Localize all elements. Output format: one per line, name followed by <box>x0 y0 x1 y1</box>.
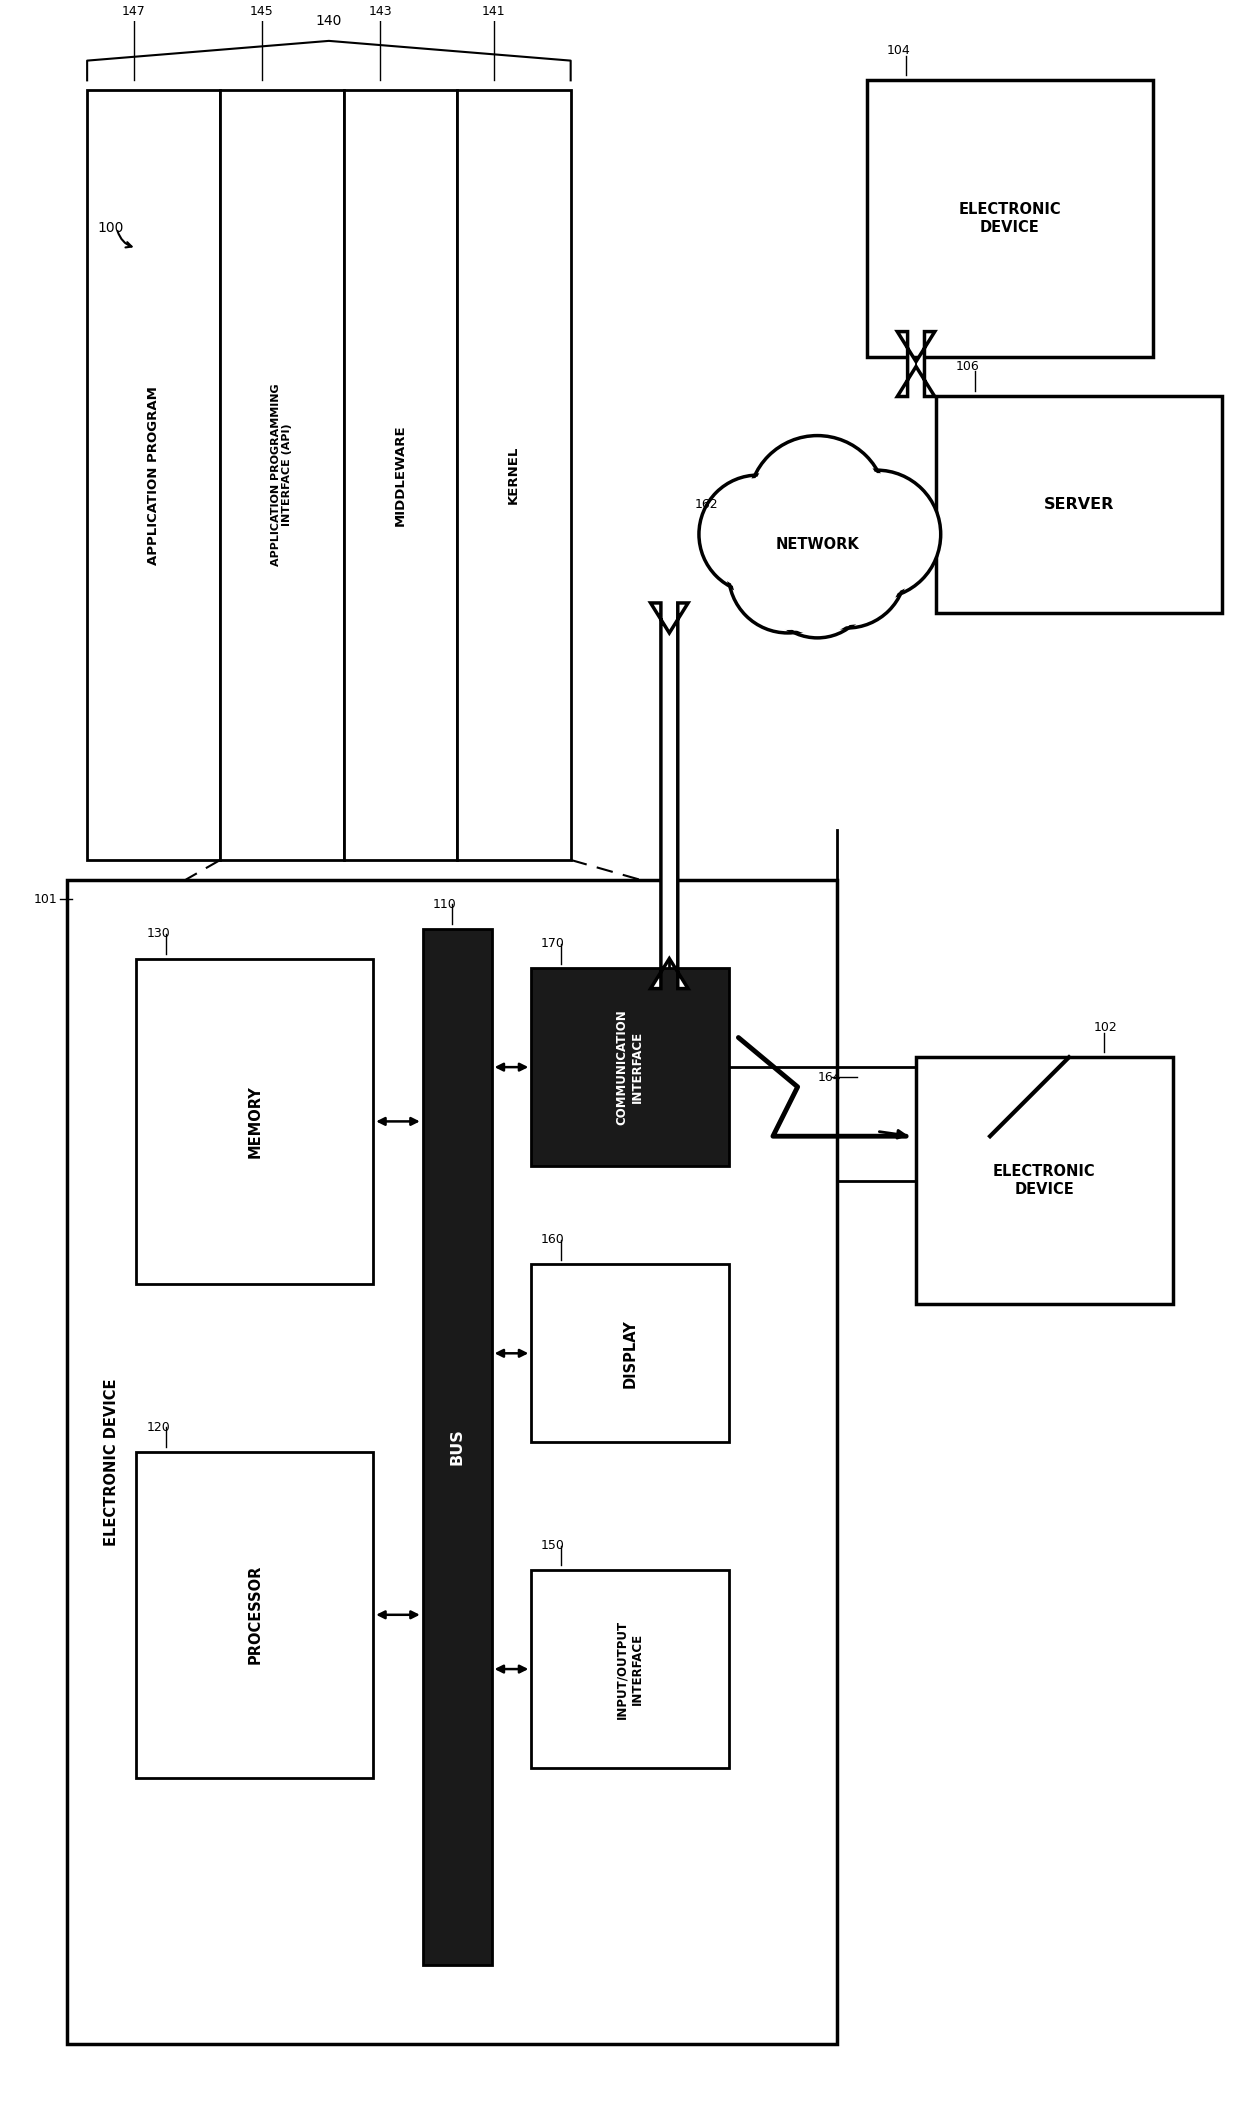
Polygon shape <box>898 332 935 397</box>
Text: 100: 100 <box>97 221 124 236</box>
Text: KERNEL: KERNEL <box>507 446 520 504</box>
Circle shape <box>702 478 815 591</box>
Bar <box>343 89 458 861</box>
Bar <box>867 81 1153 357</box>
Text: MEMORY: MEMORY <box>248 1086 263 1158</box>
Text: 143: 143 <box>368 4 392 17</box>
Bar <box>136 958 373 1284</box>
Circle shape <box>729 514 847 633</box>
Text: DISPLAY: DISPLAY <box>622 1320 637 1388</box>
Bar <box>87 89 221 861</box>
Circle shape <box>812 470 941 599</box>
Text: 140: 140 <box>316 15 342 28</box>
Text: 104: 104 <box>887 45 910 57</box>
Text: APPLICATION PROGRAM: APPLICATION PROGRAM <box>146 385 160 565</box>
Circle shape <box>787 510 906 629</box>
Text: PROCESSOR: PROCESSOR <box>248 1566 263 1664</box>
Circle shape <box>699 476 817 593</box>
Text: 162: 162 <box>696 497 719 512</box>
Bar <box>916 1058 1173 1305</box>
Bar <box>936 395 1221 614</box>
Circle shape <box>748 436 887 574</box>
Text: ELECTRONIC
DEVICE: ELECTRONIC DEVICE <box>959 202 1061 234</box>
Circle shape <box>791 512 903 625</box>
Text: MIDDLEWARE: MIDDLEWARE <box>393 425 407 525</box>
Text: 170: 170 <box>541 937 565 950</box>
Circle shape <box>763 529 872 638</box>
Circle shape <box>816 474 937 595</box>
Circle shape <box>732 518 844 629</box>
Bar <box>458 89 570 861</box>
Bar <box>221 89 343 861</box>
Text: 145: 145 <box>250 4 274 17</box>
Text: 160: 160 <box>541 1232 564 1247</box>
Text: 141: 141 <box>482 4 506 17</box>
Text: 147: 147 <box>122 4 145 17</box>
Text: 130: 130 <box>146 926 170 941</box>
Bar <box>531 1570 729 1768</box>
Text: 102: 102 <box>1094 1022 1117 1035</box>
Bar <box>531 969 729 1167</box>
Text: NETWORK: NETWORK <box>775 538 859 552</box>
Text: 164: 164 <box>817 1071 841 1084</box>
Text: SERVER: SERVER <box>1044 497 1114 512</box>
Text: BUS: BUS <box>450 1428 465 1466</box>
Text: APPLICATION PROGRAMMING
INTERFACE (API): APPLICATION PROGRAMMING INTERFACE (API) <box>270 385 293 567</box>
Bar <box>67 880 837 2044</box>
Text: INPUT/OUTPUT
INTERFACE: INPUT/OUTPUT INTERFACE <box>616 1619 644 1719</box>
Circle shape <box>766 531 869 635</box>
Text: 110: 110 <box>433 899 456 912</box>
Circle shape <box>751 438 883 572</box>
Text: 101: 101 <box>33 892 57 905</box>
Bar <box>136 1451 373 1779</box>
Text: COMMUNICATION
INTERFACE: COMMUNICATION INTERFACE <box>616 1009 644 1124</box>
Text: 150: 150 <box>541 1538 565 1551</box>
Text: 106: 106 <box>956 359 980 374</box>
Text: 120: 120 <box>146 1422 170 1434</box>
Text: ELECTRONIC
DEVICE: ELECTRONIC DEVICE <box>993 1164 1096 1196</box>
Bar <box>531 1264 729 1443</box>
Text: ELECTRONIC DEVICE: ELECTRONIC DEVICE <box>104 1379 119 1545</box>
Bar <box>423 929 492 1966</box>
Polygon shape <box>651 604 688 988</box>
